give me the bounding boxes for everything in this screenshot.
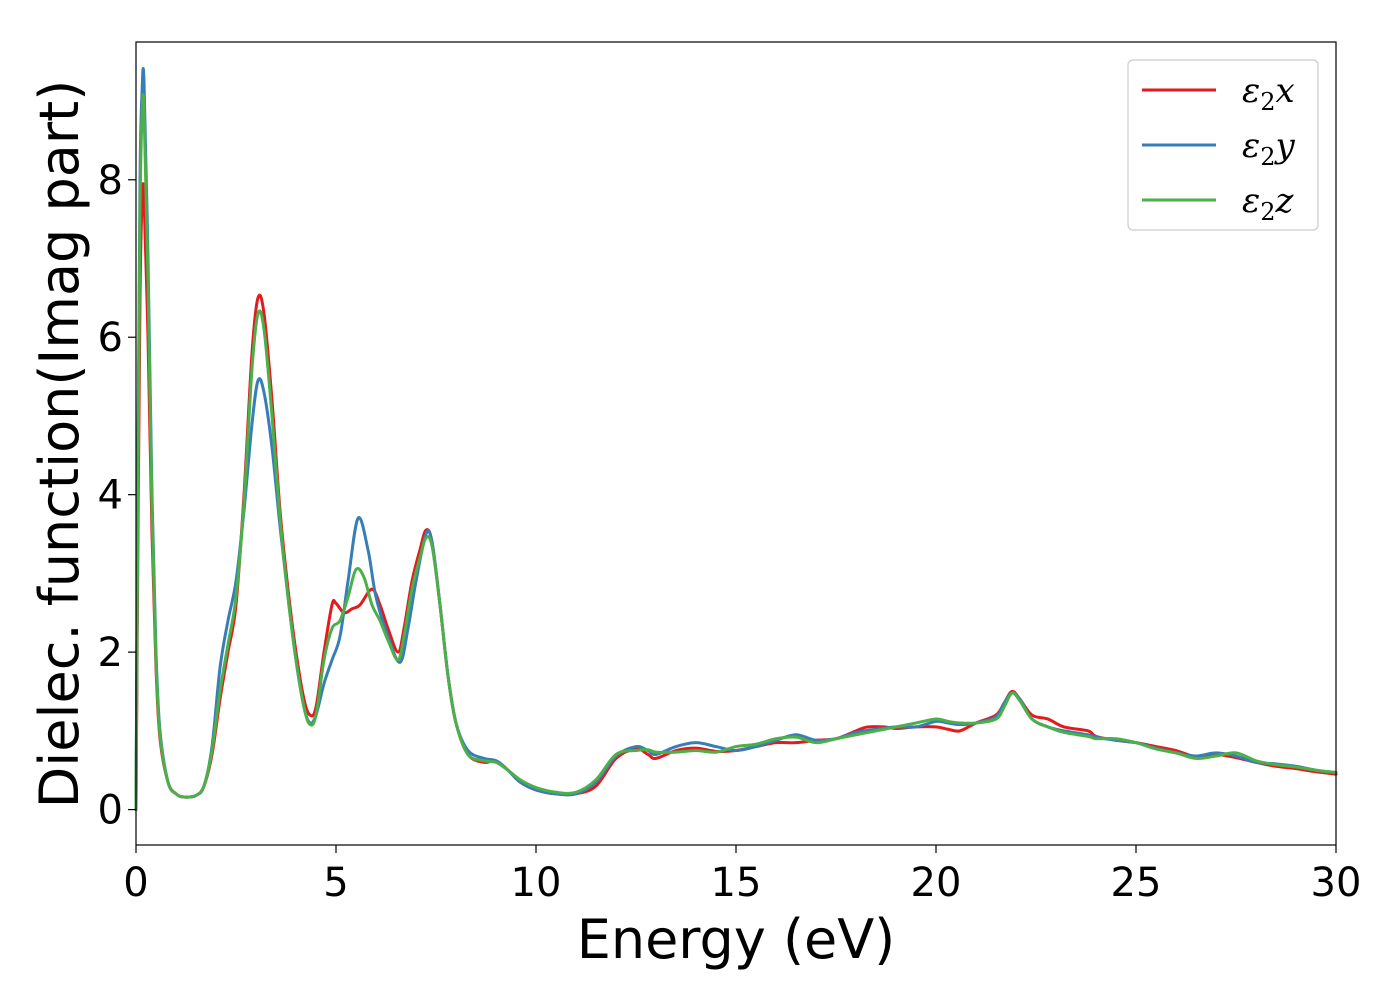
y-axis-title: Dielec. function(Imag part) [28,80,91,809]
y-axis: 0 2 4 6 8 [98,158,136,834]
legend-box [1127,59,1319,231]
x-tick-label: 15 [711,860,762,906]
legend-label-x: ε2x [1242,71,1295,116]
y-tick-label: 6 [98,315,123,361]
x-tick-label: 0 [123,860,148,906]
x-tick-label: 20 [911,860,962,906]
x-tick-label: 10 [511,860,562,906]
legend-label-y: ε2y [1242,126,1296,171]
x-tick-label: 5 [323,860,348,906]
x-axis: 0 5 10 15 20 25 30 [123,845,1361,906]
series-layer [134,67,1338,812]
legend-label-z: ε2z [1242,181,1295,226]
y-tick-label: 0 [98,788,123,834]
y-tick-label: 4 [98,473,123,519]
y-tick-label: 2 [98,630,123,676]
y-tick-label: 8 [98,158,123,204]
series-line-z [134,93,1338,812]
legend: ε2x ε2y ε2z [1127,59,1319,231]
x-axis-title: Energy (eV) [577,908,896,971]
x-tick-label: 30 [1311,860,1362,906]
x-tick-label: 25 [1111,860,1162,906]
